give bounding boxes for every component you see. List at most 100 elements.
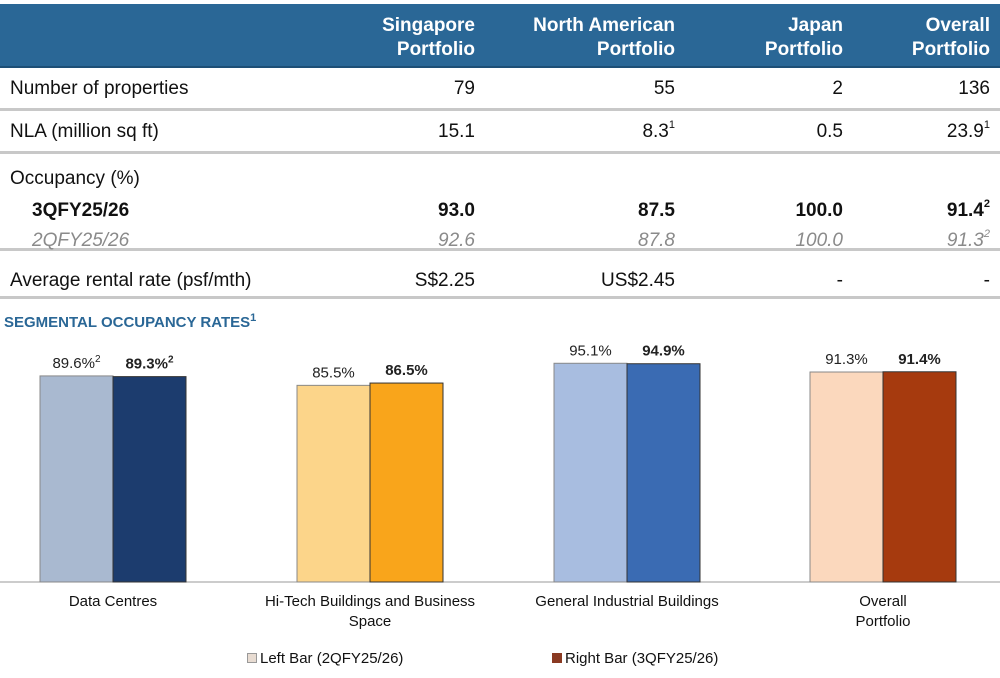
cell-value: 136 [958, 78, 990, 99]
footnote: 2 [168, 355, 174, 366]
bar [369, 382, 444, 583]
chart-title: SEGMENTAL OCCUPANCY RATES1 [4, 312, 256, 331]
data-label-text: 85.5% [312, 364, 355, 381]
cell-value: - [836, 270, 843, 291]
data-label: 95.1% [569, 342, 612, 359]
footnote: 1 [983, 119, 990, 131]
cell: - [683, 270, 843, 292]
data-label: 86.5% [385, 362, 428, 379]
col-overall: Overall Portfolio [830, 14, 990, 62]
data-label: 89.6%2 [52, 354, 101, 372]
cell: - [830, 270, 990, 292]
cell-value: 79 [453, 78, 475, 99]
data-label-text: 86.5% [385, 362, 428, 379]
cell: 2 [683, 78, 843, 100]
bar [626, 363, 701, 583]
cell: 0.5 [683, 121, 843, 143]
col-text: Portfolio [396, 39, 475, 60]
cell-value: 91.4 [946, 200, 984, 221]
data-label: 91.4% [898, 351, 941, 368]
data-label-text: 89.3% [125, 356, 168, 373]
col-text: Singapore [382, 15, 475, 36]
category-label: Portfolio [855, 613, 910, 630]
cell: 91.32 [830, 228, 990, 252]
bar [809, 371, 884, 583]
category-label: Hi-Tech Buildings and Business [265, 593, 475, 610]
category-label: General Industrial Buildings [535, 593, 718, 610]
legend-swatch [247, 653, 257, 663]
cell: US$2.45 [515, 270, 675, 292]
data-label-text: 91.4% [898, 351, 941, 368]
cell: 87.8 [515, 230, 675, 252]
row-divider [0, 296, 1000, 299]
col-text: Overall [925, 15, 990, 36]
legend-right: Right Bar (3QFY25/26) [552, 650, 718, 667]
col-text: North American [533, 15, 675, 36]
bar [882, 371, 957, 583]
cell-value: - [983, 270, 990, 291]
row-label: 2QFY25/26 [32, 230, 130, 251]
cell: 100.0 [683, 230, 843, 252]
category-label: Space [349, 613, 392, 630]
cell: 92.6 [315, 230, 475, 252]
col-north-american: North American Portfolio [475, 14, 675, 62]
cell-value: US$2.45 [601, 270, 675, 291]
chart-title-text: SEGMENTAL OCCUPANCY RATES [4, 314, 251, 331]
row-label: Average rental rate (psf/mth) [10, 270, 252, 291]
table-header: Singapore Portfolio North American Portfol… [0, 4, 1000, 68]
cell-value: 8.3 [642, 121, 669, 142]
row-divider [0, 248, 1000, 251]
cell: 87.5 [515, 200, 675, 222]
col-japan: Japan Portfolio [683, 14, 843, 62]
cell: 93.0 [315, 200, 475, 222]
legend-label: Right Bar (3QFY25/26) [565, 650, 719, 667]
cell-value: 0.5 [816, 121, 843, 142]
cell-value: 93.0 [438, 200, 475, 221]
cell: 8.31 [515, 119, 675, 143]
cell-value: 92.6 [438, 230, 475, 251]
cell: S$2.25 [315, 270, 475, 292]
row-label: NLA (million sq ft) [10, 121, 159, 142]
footnote: 2 [95, 354, 101, 365]
col-text: Portfolio [764, 39, 843, 60]
legend-label: Left Bar (2QFY25/26) [260, 650, 404, 667]
cell-value: S$2.25 [414, 270, 475, 291]
footnote: 2 [983, 198, 990, 210]
col-singapore: Singapore Portfolio [315, 14, 475, 62]
row-label: Number of properties [10, 78, 189, 99]
cell-value: 100.0 [795, 200, 843, 221]
col-text: Portfolio [596, 39, 675, 60]
cell-value: 100.0 [795, 230, 843, 251]
data-label: 89.3%2 [125, 355, 174, 373]
row-divider [0, 108, 1000, 111]
cell-value: 2 [832, 78, 843, 99]
cell-value: 15.1 [438, 121, 475, 142]
category-label: Data Centres [69, 593, 157, 610]
data-label: 91.3% [825, 351, 868, 368]
legend-swatch [552, 653, 562, 663]
legend-left: Left Bar (2QFY25/26) [247, 650, 403, 667]
cell: 55 [515, 78, 675, 100]
cell: 23.91 [830, 119, 990, 143]
row-divider [0, 151, 1000, 154]
cell-value: 55 [653, 78, 675, 99]
data-label: 94.9% [642, 343, 685, 360]
data-label-text: 91.3% [825, 351, 868, 368]
bar [39, 375, 114, 583]
cell: 79 [315, 78, 475, 100]
data-label: 85.5% [312, 364, 355, 381]
data-label-text: 94.9% [642, 343, 685, 360]
data-label-text: 95.1% [569, 342, 612, 359]
cell: 100.0 [683, 200, 843, 222]
row-label: Occupancy (%) [10, 168, 140, 189]
data-label-text: 89.6% [52, 355, 95, 372]
row-label: 3QFY25/26 [32, 200, 130, 221]
cell-value: 23.9 [946, 121, 984, 142]
bar [553, 362, 628, 583]
cell-value: 87.8 [638, 230, 675, 251]
col-text: Portfolio [911, 39, 990, 60]
category-label: Overall [859, 593, 907, 610]
col-text: Japan [788, 15, 843, 36]
footnote: 1 [668, 119, 675, 131]
